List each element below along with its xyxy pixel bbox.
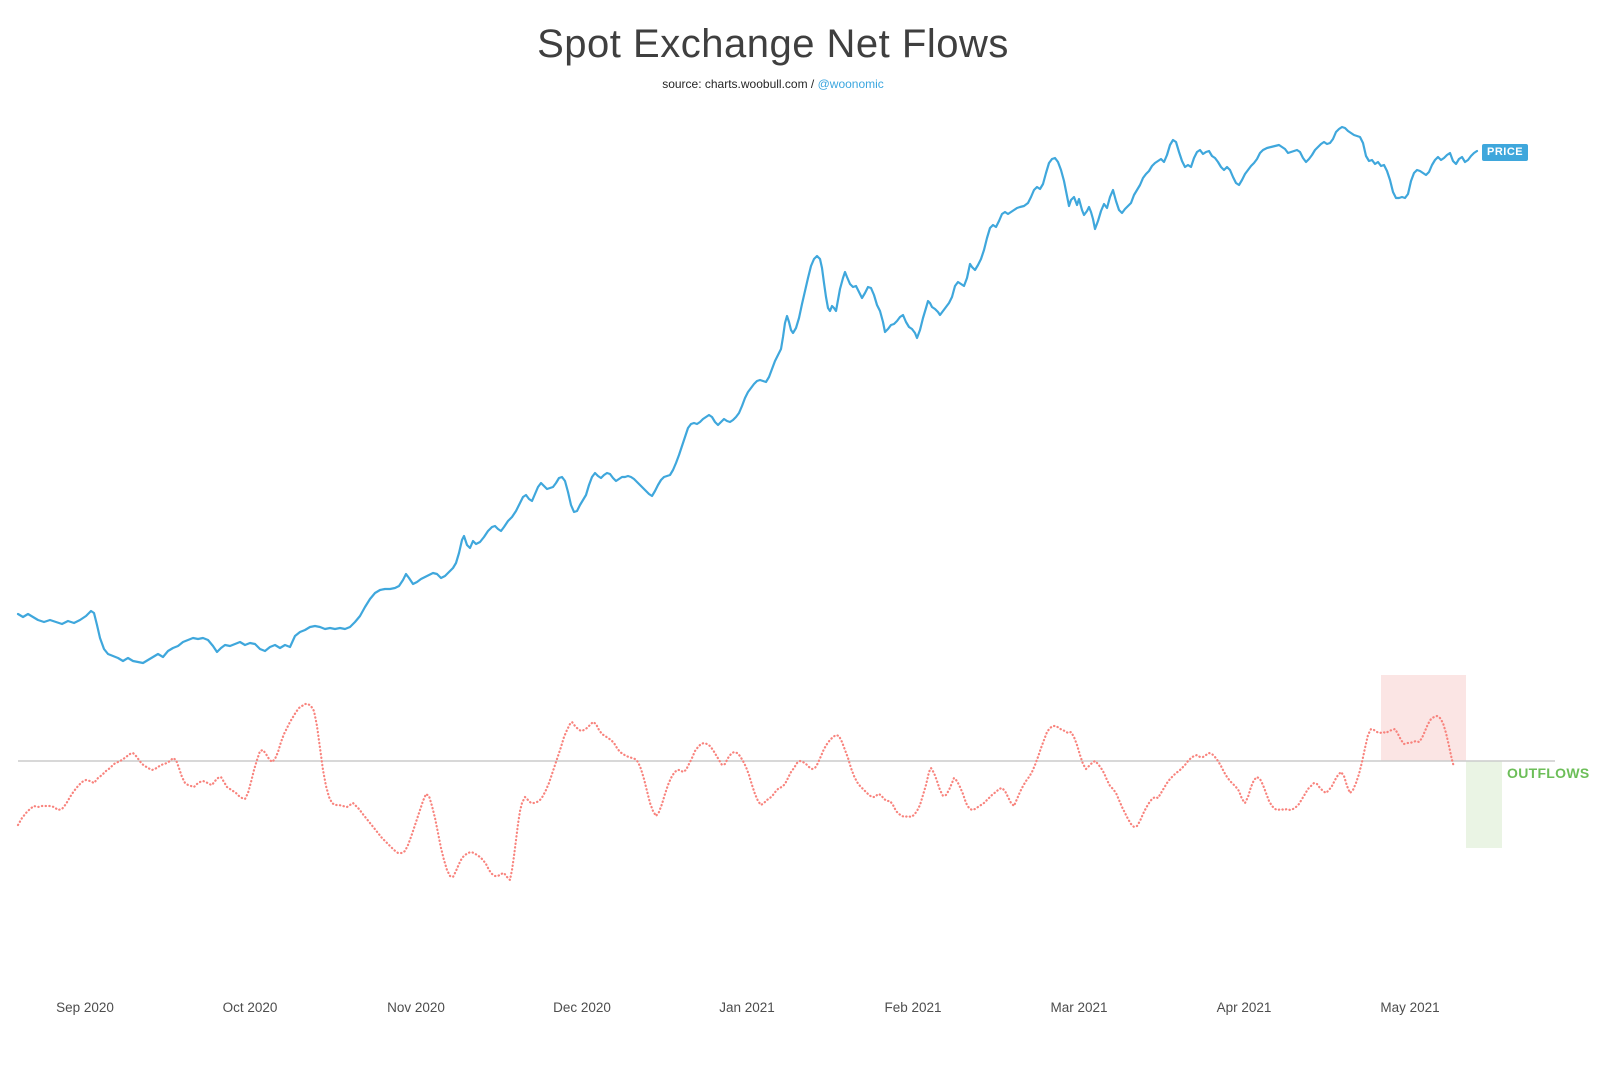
price-line [16, 125, 1479, 665]
x-axis-label-may-2021: May 2021 [1380, 1000, 1440, 1015]
chart-source-line: source: charts.woobull.com / @woonomic [0, 77, 1546, 91]
x-axis-label-jan-2021: Jan 2021 [719, 1000, 775, 1015]
chart-header: Spot Exchange Net Flows source: charts.w… [0, 0, 1546, 91]
inflow-highlight-rect [1381, 675, 1466, 761]
netflows-line [16, 702, 1456, 882]
x-axis-label-nov-2020: Nov 2020 [387, 1000, 445, 1015]
x-axis-label-mar-2021: Mar 2021 [1050, 1000, 1108, 1015]
source-text: source: charts.woobull.com / [662, 77, 818, 91]
woonomic-link[interactable]: @woonomic [817, 77, 884, 91]
chart-title: Spot Exchange Net Flows [537, 22, 1009, 66]
outflows-label: OUTFLOWS [1507, 765, 1590, 781]
x-axis-label-oct-2020: Oct 2020 [222, 1000, 278, 1015]
x-axis-label-apr-2021: Apr 2021 [1216, 1000, 1272, 1015]
x-axis-label-sep-2020: Sep 2020 [56, 1000, 114, 1015]
x-axis-label-feb-2021: Feb 2021 [884, 1000, 942, 1015]
price-series-badge: PRICE [1482, 144, 1529, 161]
x-axis-label-dec-2020: Dec 2020 [553, 1000, 611, 1015]
outflow-highlight-rect [1466, 761, 1502, 848]
